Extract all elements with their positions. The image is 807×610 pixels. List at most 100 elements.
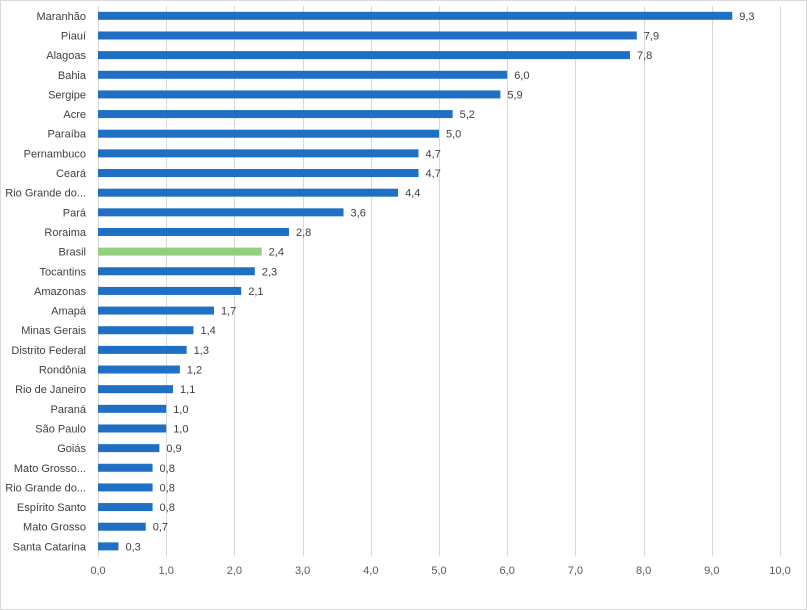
bar	[98, 385, 174, 394]
category-label: Roraima	[44, 227, 86, 239]
value-label: 1,0	[173, 423, 188, 435]
bar	[98, 424, 167, 433]
value-label: 3,6	[351, 207, 366, 219]
category-label: São Paulo	[35, 423, 86, 435]
bar	[98, 306, 214, 315]
category-label: Mato Grosso	[23, 522, 86, 534]
x-tick-label: 2,0	[227, 565, 242, 577]
category-label: Distrito Federal	[11, 345, 86, 357]
x-tick-label: 8,0	[636, 565, 651, 577]
value-label: 0,8	[160, 482, 175, 494]
bar	[98, 51, 630, 60]
category-label: Rio Grande do...	[5, 188, 86, 200]
value-label: 2,8	[296, 227, 311, 239]
bar	[98, 522, 146, 531]
category-label: Piauí	[61, 30, 86, 42]
bar	[98, 267, 255, 276]
bar	[98, 286, 242, 295]
gridlines	[98, 6, 781, 557]
value-label: 1,0	[173, 404, 188, 416]
bar	[98, 11, 733, 20]
value-label: 0,3	[125, 541, 140, 553]
bar	[98, 365, 180, 374]
category-label: Ceará	[56, 168, 87, 180]
value-label: 2,3	[262, 266, 277, 278]
value-label: 4,7	[426, 168, 441, 180]
category-label: Minas Gerais	[21, 325, 86, 337]
value-label: 6,0	[514, 70, 529, 82]
bar	[98, 404, 167, 413]
value-label: 5,9	[507, 89, 522, 101]
bar	[98, 542, 119, 551]
bar	[98, 169, 419, 178]
x-tick-label: 6,0	[500, 565, 515, 577]
bar-highlight	[98, 247, 262, 256]
value-label: 4,7	[426, 148, 441, 160]
bar	[98, 483, 153, 492]
category-label: Pernambuco	[24, 148, 86, 160]
category-label: Espírito Santo	[17, 502, 86, 514]
x-axis-tick-labels: 0,0 1,0 2,0 3,0 4,0 5,0 6,0 7,0 8,0 9,0 10,0	[90, 565, 790, 577]
x-tick-label: 9,0	[704, 565, 719, 577]
value-label: 1,7	[221, 306, 236, 318]
value-label: 2,4	[269, 247, 284, 259]
bar	[98, 70, 508, 79]
category-label: Rondônia	[39, 365, 87, 377]
value-label: 0,9	[166, 443, 181, 455]
category-label: Pará	[63, 207, 87, 219]
bar	[98, 326, 194, 335]
value-labels: 9,3 7,9 7,8 6,0 5,9 5,2 5,0 4,7 4,7 4,4 3,6 2,8 2,4 2…	[125, 11, 754, 554]
bar	[98, 503, 153, 512]
bar	[98, 129, 439, 138]
category-label: Rio de Janeiro	[15, 384, 86, 396]
category-label: Mato Grosso...	[14, 463, 86, 475]
value-label: 9,3	[739, 11, 754, 23]
value-label: 7,8	[637, 50, 652, 62]
value-label: 7,9	[644, 30, 659, 42]
bar	[98, 110, 453, 119]
value-label: 0,8	[160, 463, 175, 475]
value-label: 0,7	[153, 522, 168, 534]
bar	[98, 208, 344, 217]
value-label: 5,0	[446, 129, 461, 141]
value-label: 1,1	[180, 384, 195, 396]
category-label: Amapá	[51, 306, 87, 318]
x-tick-label: 0,0	[90, 565, 105, 577]
value-label: 4,4	[405, 188, 420, 200]
category-label: Sergipe	[48, 89, 86, 101]
value-label: 1,3	[194, 345, 209, 357]
bar	[98, 227, 289, 236]
bar	[98, 444, 160, 453]
x-tick-label: 7,0	[568, 565, 583, 577]
category-label: Bahia	[58, 70, 87, 82]
x-tick-label: 4,0	[363, 565, 378, 577]
x-tick-label: 3,0	[295, 565, 310, 577]
category-label: Paraná	[51, 404, 87, 416]
x-tick-label: 1,0	[159, 565, 174, 577]
category-label: Rio Grande do...	[5, 482, 86, 494]
category-label: Maranhão	[36, 11, 86, 23]
value-label: 2,1	[248, 286, 263, 298]
category-label: Tocantins	[40, 266, 87, 278]
category-label: Amazonas	[34, 286, 86, 298]
category-labels: Maranhão Piauí Alagoas Bahia Sergipe Acre Para…	[5, 11, 87, 554]
category-label: Brasil	[58, 247, 86, 259]
category-label: Paraíba	[47, 129, 86, 141]
category-label: Alagoas	[46, 50, 86, 62]
bar	[98, 31, 637, 40]
bars	[98, 11, 733, 551]
bar	[98, 149, 419, 158]
bar	[98, 463, 153, 472]
value-label: 5,2	[460, 109, 475, 121]
value-label: 1,2	[187, 365, 202, 377]
value-label: 0,8	[160, 502, 175, 514]
category-label: Acre	[63, 109, 86, 121]
bar	[98, 345, 187, 354]
category-label: Santa Catarina	[13, 541, 87, 553]
category-label: Goiás	[57, 443, 86, 455]
bar	[98, 188, 399, 197]
x-tick-label: 5,0	[431, 565, 446, 577]
value-label: 1,4	[200, 325, 215, 337]
